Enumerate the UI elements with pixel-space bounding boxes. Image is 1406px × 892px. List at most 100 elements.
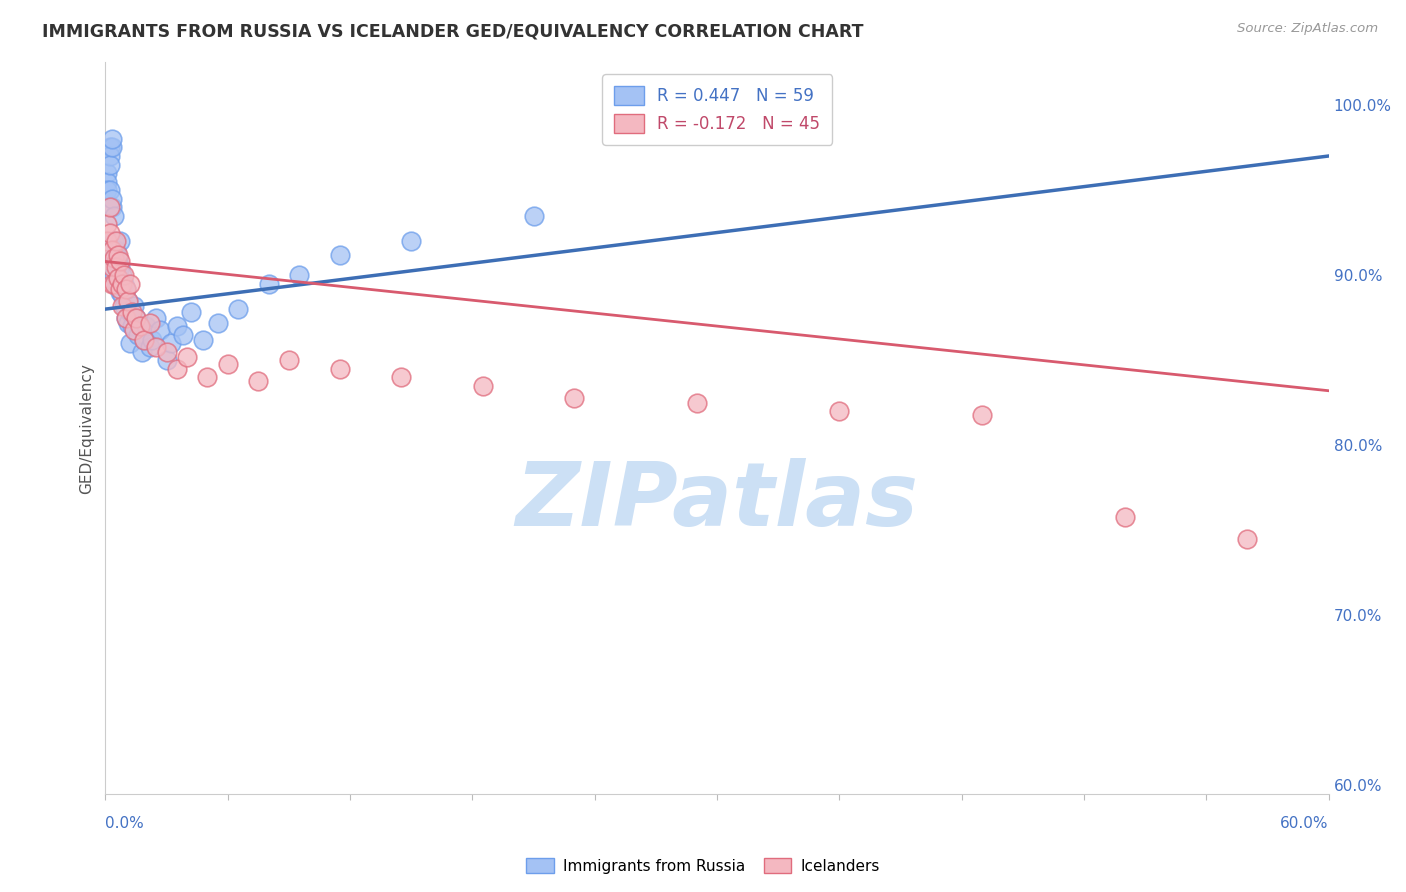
Point bbox=[112, 299, 135, 313]
Point bbox=[257, 277, 280, 291]
Point bbox=[145, 310, 167, 325]
Point bbox=[115, 282, 138, 296]
Point bbox=[118, 277, 141, 291]
Point bbox=[107, 247, 129, 261]
Point bbox=[96, 234, 118, 248]
Legend: R = 0.447   N = 59, R = -0.172   N = 45: R = 0.447 N = 59, R = -0.172 N = 45 bbox=[602, 74, 832, 145]
Point bbox=[129, 319, 152, 334]
Point bbox=[111, 299, 134, 313]
Point bbox=[207, 316, 229, 330]
Point bbox=[107, 277, 129, 291]
Point bbox=[98, 200, 121, 214]
Point bbox=[166, 361, 188, 376]
Point bbox=[104, 234, 127, 248]
Point bbox=[172, 327, 194, 342]
Point bbox=[100, 132, 122, 146]
Point bbox=[176, 350, 198, 364]
Point bbox=[193, 333, 215, 347]
Point bbox=[103, 251, 125, 265]
Point bbox=[96, 183, 118, 197]
Point bbox=[103, 277, 125, 291]
Point bbox=[125, 310, 148, 325]
Point bbox=[129, 319, 152, 334]
Point bbox=[104, 260, 127, 274]
Point bbox=[104, 243, 127, 257]
Point bbox=[1236, 532, 1258, 546]
Point bbox=[122, 322, 145, 336]
Point bbox=[98, 183, 121, 197]
Point bbox=[98, 157, 121, 171]
Point bbox=[96, 166, 118, 180]
Point bbox=[141, 333, 163, 347]
Point bbox=[149, 322, 172, 336]
Point bbox=[125, 310, 148, 325]
Point bbox=[117, 316, 139, 330]
Point bbox=[329, 247, 352, 261]
Point bbox=[118, 305, 141, 319]
Point bbox=[108, 282, 131, 296]
Point bbox=[108, 285, 131, 299]
Text: IMMIGRANTS FROM RUSSIA VS ICELANDER GED/EQUIVALENCY CORRELATION CHART: IMMIGRANTS FROM RUSSIA VS ICELANDER GED/… bbox=[42, 22, 863, 40]
Point bbox=[112, 268, 135, 282]
Point bbox=[247, 374, 270, 388]
Point bbox=[98, 226, 121, 240]
Point bbox=[100, 243, 122, 257]
Point bbox=[389, 370, 412, 384]
Point bbox=[195, 370, 219, 384]
Point bbox=[134, 333, 156, 347]
Point bbox=[112, 277, 135, 291]
Point bbox=[111, 277, 134, 291]
Point bbox=[100, 192, 122, 206]
Point bbox=[117, 293, 139, 308]
Point bbox=[103, 251, 125, 265]
Point bbox=[155, 344, 177, 359]
Point bbox=[108, 254, 131, 268]
Point bbox=[523, 209, 546, 223]
Point bbox=[115, 282, 138, 296]
Point bbox=[107, 268, 129, 282]
Point bbox=[98, 149, 121, 163]
Point bbox=[100, 200, 122, 214]
Point bbox=[103, 209, 125, 223]
Point bbox=[180, 305, 202, 319]
Point bbox=[100, 277, 122, 291]
Point bbox=[166, 319, 188, 334]
Point bbox=[104, 277, 127, 291]
Point bbox=[686, 395, 709, 409]
Point bbox=[122, 299, 145, 313]
Point bbox=[139, 339, 162, 353]
Point bbox=[399, 234, 422, 248]
Text: 60.0%: 60.0% bbox=[1281, 816, 1329, 831]
Point bbox=[1114, 509, 1136, 524]
Point bbox=[107, 271, 129, 285]
Y-axis label: GED/Equivalency: GED/Equivalency bbox=[79, 363, 94, 493]
Text: ZIPatlas: ZIPatlas bbox=[516, 458, 918, 545]
Legend: Immigrants from Russia, Icelanders: Immigrants from Russia, Icelanders bbox=[520, 852, 886, 880]
Point bbox=[96, 217, 118, 231]
Point bbox=[288, 268, 311, 282]
Point bbox=[970, 408, 993, 422]
Point bbox=[115, 310, 138, 325]
Text: Source: ZipAtlas.com: Source: ZipAtlas.com bbox=[1237, 22, 1378, 36]
Point bbox=[278, 353, 301, 368]
Point bbox=[103, 234, 125, 248]
Point bbox=[100, 260, 122, 274]
Point bbox=[117, 293, 139, 308]
Point bbox=[108, 260, 131, 274]
Point bbox=[96, 174, 118, 188]
Point bbox=[226, 302, 249, 317]
Point bbox=[471, 378, 494, 392]
Point bbox=[98, 140, 121, 154]
Point bbox=[131, 344, 153, 359]
Point bbox=[103, 268, 125, 282]
Point bbox=[104, 254, 127, 268]
Point bbox=[155, 353, 177, 368]
Point bbox=[118, 336, 141, 351]
Point bbox=[145, 339, 167, 353]
Text: 0.0%: 0.0% bbox=[105, 816, 145, 831]
Point bbox=[562, 391, 586, 405]
Point bbox=[115, 310, 138, 325]
Point bbox=[107, 251, 129, 265]
Point bbox=[121, 319, 143, 334]
Point bbox=[828, 404, 851, 418]
